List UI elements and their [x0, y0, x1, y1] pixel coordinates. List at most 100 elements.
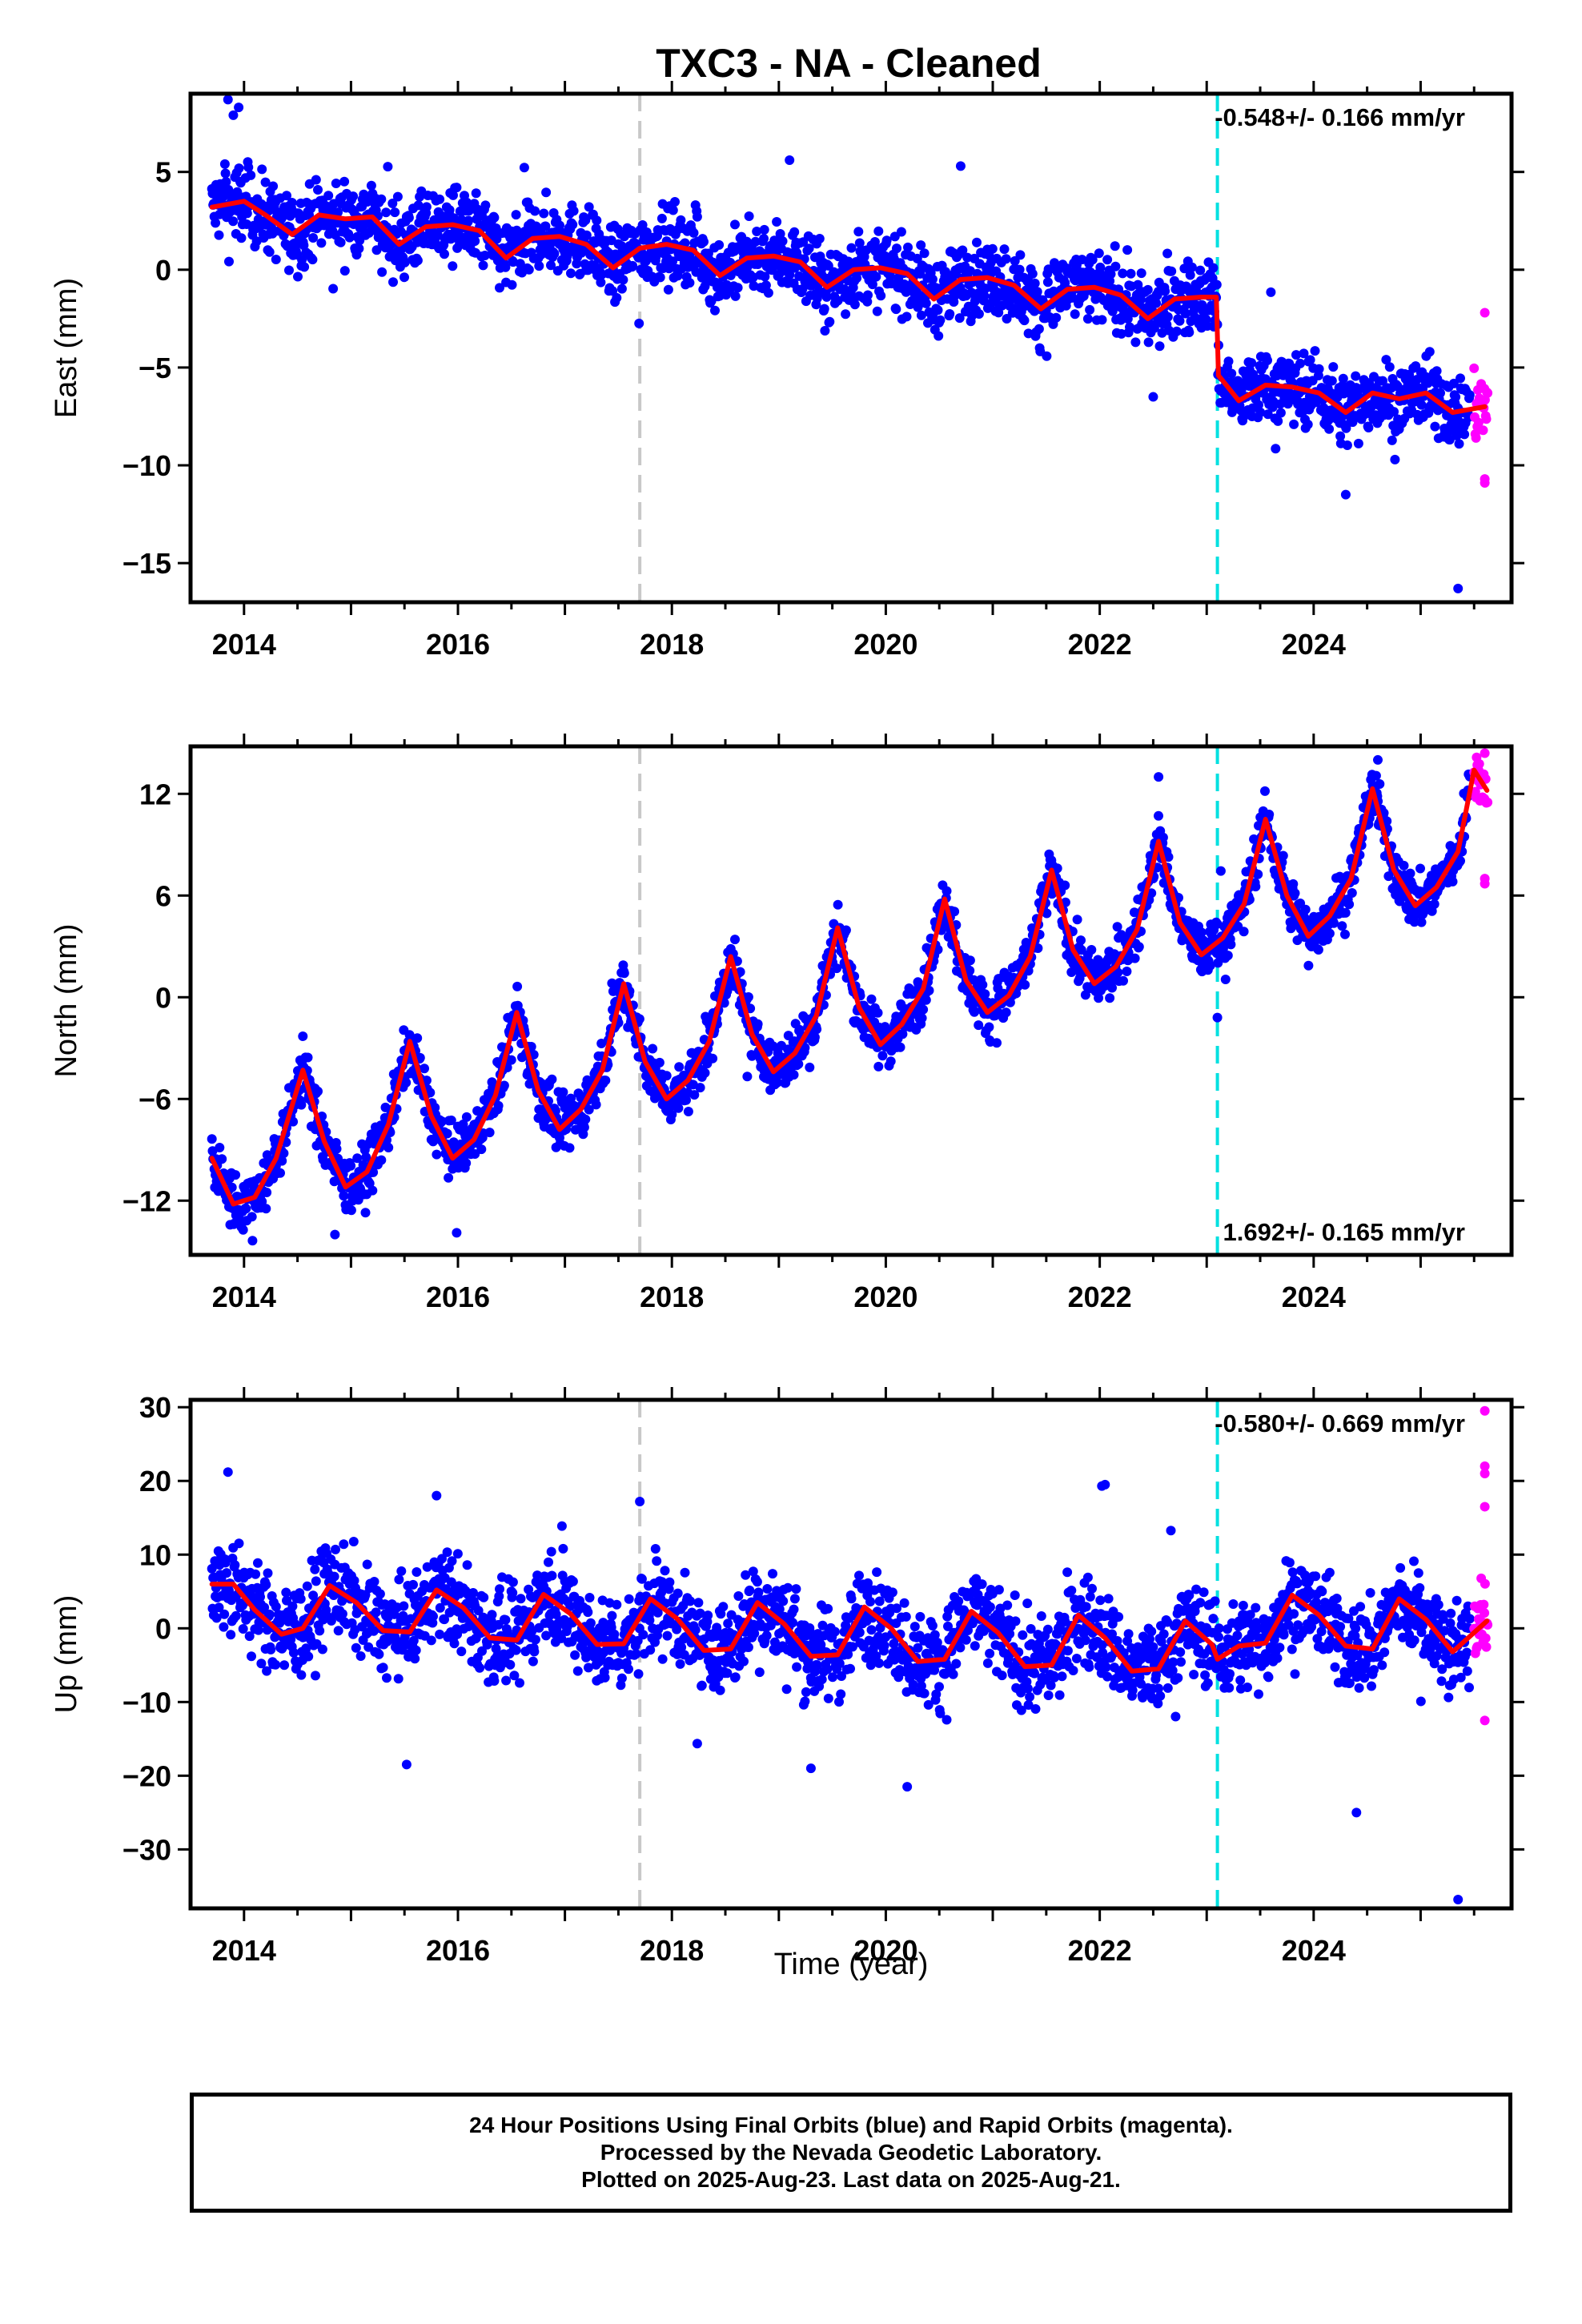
data-point [335, 237, 346, 247]
data-point [1390, 454, 1400, 464]
data-point [974, 1020, 984, 1031]
data-point [534, 261, 544, 271]
data-point [1122, 314, 1133, 324]
data-point [440, 1614, 449, 1625]
data-point [351, 1642, 361, 1653]
data-point [253, 1558, 263, 1568]
data-point [654, 1057, 665, 1068]
data-point [228, 216, 239, 227]
data-point [383, 162, 393, 172]
data-point [924, 985, 934, 995]
data-point [600, 1076, 611, 1086]
data-point [1136, 268, 1146, 279]
data-point [648, 1043, 658, 1054]
data-point [896, 227, 906, 237]
data-point [1020, 979, 1030, 990]
outlier-point [1372, 754, 1383, 765]
data-point [313, 185, 323, 195]
data-point [1353, 438, 1363, 448]
data-point [296, 1670, 307, 1680]
data-point [381, 207, 391, 218]
y-tick-label: −6 [139, 1083, 171, 1116]
data-point [1076, 945, 1086, 955]
data-point [1072, 915, 1082, 925]
outlier-point [785, 155, 795, 166]
data-point [371, 1607, 381, 1618]
data-point [452, 1629, 463, 1639]
data-point [1082, 314, 1093, 324]
data-point [1213, 958, 1223, 968]
data-point [279, 1660, 290, 1671]
data-point [1158, 832, 1168, 842]
data-point [895, 1042, 905, 1052]
outlier-point [1340, 489, 1351, 500]
data-point [426, 1635, 436, 1646]
data-point [1218, 943, 1228, 954]
data-point [1094, 993, 1104, 1003]
data-point [1338, 373, 1348, 384]
data-point [1107, 983, 1117, 993]
data-point [700, 1068, 710, 1078]
data-point [1106, 269, 1116, 279]
data-point [299, 240, 309, 251]
data-point [664, 263, 674, 274]
data-point [339, 176, 350, 187]
data-point [476, 1144, 487, 1155]
data-point [346, 1205, 356, 1216]
data-point [1112, 922, 1122, 932]
data-point [261, 1579, 271, 1590]
data-point [1162, 248, 1173, 259]
data-point [1384, 362, 1395, 372]
data-point [1278, 850, 1288, 861]
data-point [772, 217, 782, 227]
data-point [1456, 856, 1465, 866]
data-point [470, 236, 480, 246]
data-point [670, 197, 680, 207]
data-point [219, 1622, 229, 1632]
data-point [211, 218, 221, 228]
data-point [482, 1639, 492, 1650]
data-point [401, 1077, 412, 1088]
data-point [1180, 308, 1191, 319]
data-point [316, 238, 327, 248]
data-point [288, 1647, 299, 1658]
data-point [415, 1052, 425, 1063]
data-point [804, 243, 814, 254]
data-point [435, 1602, 445, 1613]
x-tick-label: 2024 [1282, 628, 1346, 661]
data-point [1095, 262, 1106, 272]
data-point [768, 1041, 778, 1051]
data-point [965, 955, 975, 966]
data-point [1226, 939, 1236, 950]
data-point [885, 1056, 896, 1067]
data-point [606, 235, 616, 246]
y-tick-label: 5 [155, 156, 171, 189]
data-point [972, 237, 982, 247]
data-point [891, 304, 901, 315]
data-point [761, 280, 771, 291]
data-point [293, 271, 303, 282]
data-point [1415, 863, 1425, 874]
data-point [376, 194, 387, 204]
data-point [591, 1100, 601, 1110]
data-point [1299, 348, 1309, 359]
data-point [333, 1626, 343, 1636]
data-point [211, 1613, 222, 1623]
data-point [912, 253, 922, 263]
data-point [266, 1644, 276, 1655]
data-point [1097, 315, 1107, 325]
data-point [1260, 786, 1270, 796]
data-point [667, 1109, 677, 1120]
data-point [420, 1063, 429, 1074]
data-point [1001, 1007, 1011, 1018]
outlier-point [228, 110, 239, 120]
plot-area [207, 1400, 1493, 1908]
data-point [1288, 879, 1299, 889]
data-point [1042, 351, 1052, 361]
data-point [355, 1651, 366, 1661]
data-point [224, 1586, 234, 1596]
data-point [329, 1571, 339, 1582]
data-point [349, 1575, 359, 1586]
